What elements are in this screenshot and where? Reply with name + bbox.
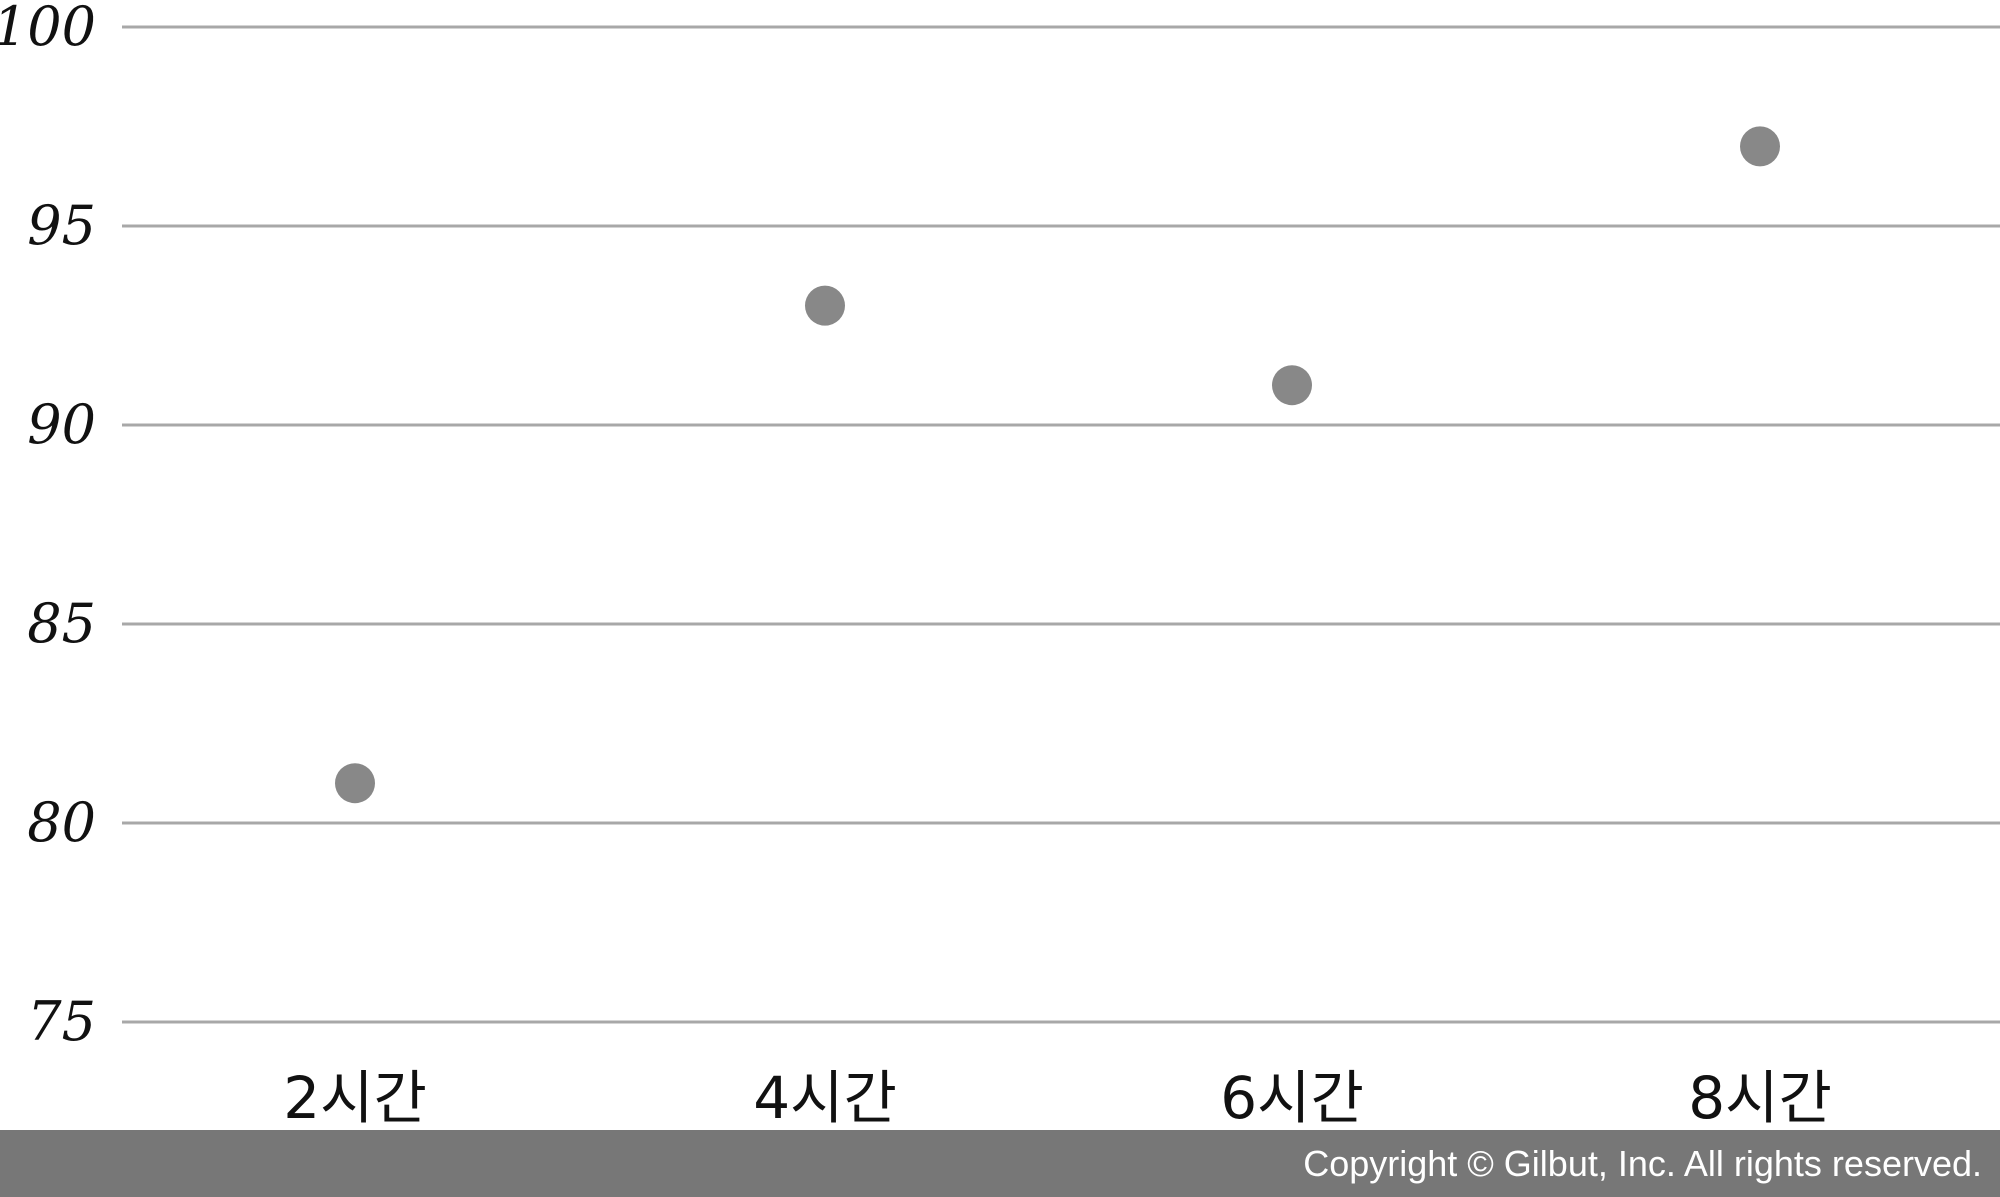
data-point bbox=[1272, 365, 1312, 406]
data-point bbox=[805, 285, 845, 326]
y-tick-label: 80 bbox=[27, 791, 96, 854]
x-category-label: 2시간 bbox=[283, 1064, 427, 1132]
copyright-footer-bar: Copyright © Gilbut, Inc. All rights rese… bbox=[0, 1130, 2000, 1197]
y-tick-label: 95 bbox=[27, 194, 96, 257]
y-tick-label: 85 bbox=[27, 592, 96, 655]
copyright-text: Copyright © Gilbut, Inc. All rights rese… bbox=[1303, 1143, 1982, 1184]
data-point bbox=[335, 763, 375, 804]
y-axis-tick-labels: 75 80 85 90 95 100 bbox=[0, 0, 96, 1053]
y-tick-label: 100 bbox=[0, 0, 96, 58]
x-category-label: 8시간 bbox=[1688, 1064, 1832, 1132]
x-category-label: 4시간 bbox=[753, 1064, 897, 1132]
y-tick-label: 75 bbox=[27, 990, 96, 1053]
x-category-label: 6시간 bbox=[1220, 1064, 1364, 1132]
data-point bbox=[1740, 126, 1780, 167]
y-tick-label: 90 bbox=[27, 393, 96, 456]
x-axis-category-labels: 2시간 4시간 6시간 8시간 bbox=[283, 1064, 1832, 1132]
data-points bbox=[335, 126, 1780, 804]
gridlines bbox=[122, 25, 2000, 1024]
